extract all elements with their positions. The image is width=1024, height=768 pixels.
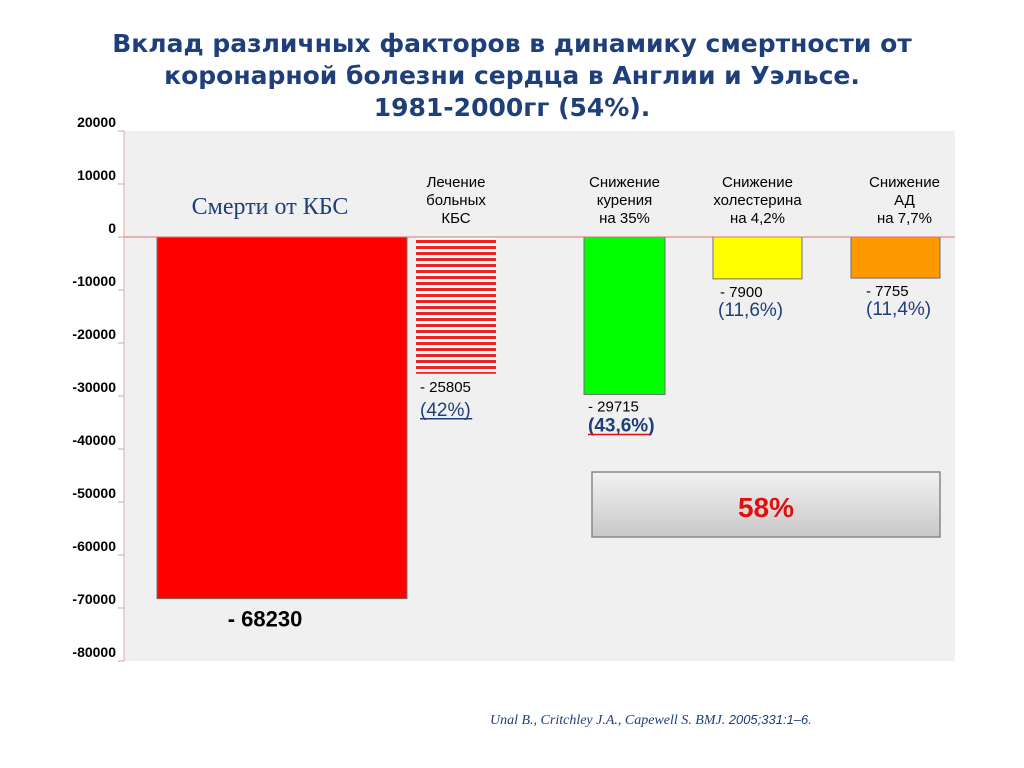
value-label-4: - 7755: [866, 283, 909, 300]
category-label-1: Лечение больных КБС: [426, 174, 486, 227]
category-label-3: Снижение холестерина на 4,2%: [713, 174, 802, 227]
value-label-0: - 68230: [228, 607, 303, 632]
value-label-3: - 7900: [720, 284, 763, 301]
bar-0: [156, 236, 408, 600]
y-tick-label: -10000: [72, 273, 116, 289]
percent-label-2: (43,6%): [588, 415, 655, 436]
citation-authors: Unal B., Critchley J.A., Capewell S. BMJ…: [490, 713, 726, 728]
annotation-box: 58%: [591, 471, 941, 538]
percent-label-3: (11,6%): [718, 300, 783, 321]
y-tick-label: -30000: [72, 379, 116, 395]
y-tick-label: -20000: [72, 326, 116, 342]
category-label-4: Снижение АД на 7,7%: [869, 174, 940, 227]
value-label-2: - 29715: [588, 398, 639, 415]
citation-ref: 2005;331:1–6.: [728, 712, 812, 727]
y-tick-label: -40000: [72, 432, 116, 448]
category-label-0: Смерти от КБС: [192, 194, 349, 220]
y-tick-label: -70000: [72, 591, 116, 607]
title-line-1: Вклад различных факторов в динамику смер…: [112, 29, 912, 58]
chart-title: Вклад различных факторов в динамику смер…: [40, 28, 984, 124]
chart: 20000 10000 0 -10000 -20000 -30000 -40000 -5000…: [72, 114, 955, 662]
title-line-2: коронарной болезни сердца в Англии и Уэл…: [164, 61, 860, 90]
y-tick-label: 0: [108, 220, 116, 236]
value-label-1: - 25805: [420, 379, 471, 396]
y-tick-label: -50000: [72, 485, 116, 501]
citation: Unal B., Critchley J.A., Capewell S. BMJ…: [490, 712, 970, 729]
y-tick-label: -60000: [72, 538, 116, 554]
title-line-3: 1981-2000гг (54%).: [373, 93, 651, 122]
bar-3: [712, 236, 803, 280]
y-tick-label: 10000: [77, 167, 116, 183]
bar-1: [416, 237, 496, 374]
category-label-2: Снижение курения на 35%: [589, 174, 660, 227]
bar-2: [583, 236, 666, 395]
annotation-box-text: 58%: [738, 492, 794, 523]
y-tick-label: -80000: [72, 644, 116, 660]
percent-label-4: (11,4%): [866, 299, 931, 320]
percent-label-1: (42%): [420, 400, 471, 421]
bar-4: [850, 236, 941, 279]
y-tick-label: 20000: [77, 114, 116, 130]
